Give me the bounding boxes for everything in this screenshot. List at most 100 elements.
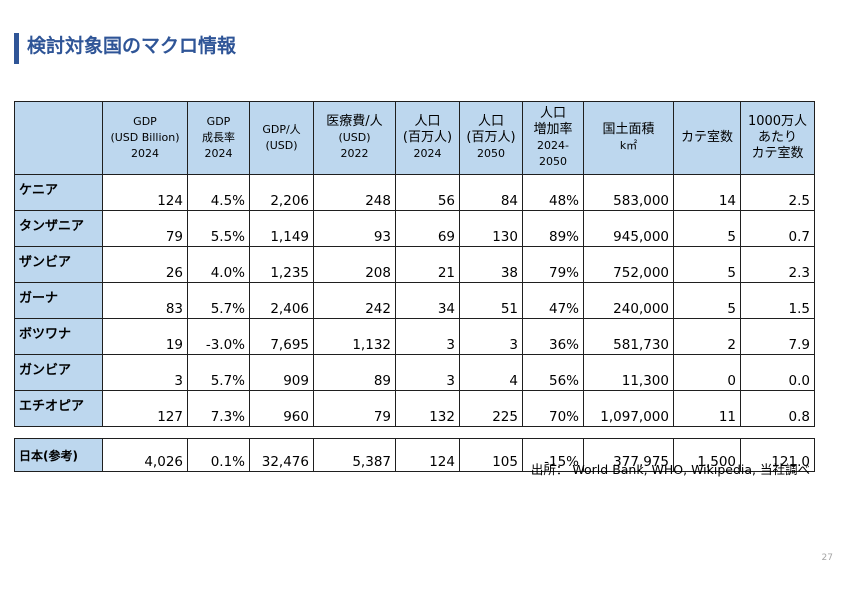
country-label: エチオピア [14, 390, 103, 427]
header-label-line: カテ室数 [751, 146, 804, 161]
table-cell: 132 [395, 390, 460, 427]
table-cell: 0 [673, 354, 741, 391]
header-label-line: 2022 [340, 147, 369, 160]
table-cell: -15% [522, 438, 584, 472]
table-cell: 5 [673, 282, 741, 319]
table-cell: 7.3% [187, 390, 250, 427]
table-cell: 1,149 [249, 210, 314, 247]
table-cell: 2,206 [249, 174, 314, 211]
country-label: ザンビア [14, 246, 103, 283]
header-label-line: 2024 [131, 147, 159, 160]
table-cell: 32,476 [249, 438, 314, 472]
table-cell: -3.0% [187, 318, 250, 355]
table-cell: 3 [102, 354, 188, 391]
header-label-line: (USD Billion) [110, 131, 180, 144]
table-cell: 2.3 [740, 246, 815, 283]
header-label-line: 2024 [204, 147, 233, 160]
table-cell: 0.7 [740, 210, 815, 247]
country-label: 日本(参考) [14, 438, 103, 472]
macro-info-table: GDP (USD Billion) 2024 GDP 成長率 2024 GDP/人 (USD)… [14, 101, 815, 472]
table-cell: 377,975 [583, 438, 674, 472]
header-cell: 医療費/人 (USD) 2022 [313, 101, 396, 175]
table-cell: 2,406 [249, 282, 314, 319]
header-label-line: 医療費/人 [326, 114, 383, 129]
spacer-cell [522, 426, 584, 439]
table-cell: 208 [313, 246, 396, 283]
table-row: ザンビア 26 4.0% 1,235 208 21 38 79% 752,000 5 2.3 [14, 246, 815, 283]
header-cell: 人口 (百万人) 2024 [395, 101, 460, 175]
table-cell: 89 [313, 354, 396, 391]
table-cell: 4.0% [187, 246, 250, 283]
table-cell: 11 [673, 390, 741, 427]
header-label-line: あたり [757, 130, 797, 145]
table-cell: 5 [673, 210, 741, 247]
header-label-line: k㎡ [619, 139, 638, 152]
table-cell: 225 [459, 390, 523, 427]
table-cell: 79% [522, 246, 584, 283]
header-cell: 人口 (百万人) 2050 [459, 101, 523, 175]
table-cell: 240,000 [583, 282, 674, 319]
header-cell: 国土面積 k㎡ [583, 101, 674, 175]
table-body: ケニア 124 4.5% 2,206 248 56 84 48% 583,000 14 2.5 タンザ… [14, 174, 815, 472]
table-header-row: GDP (USD Billion) 2024 GDP 成長率 2024 GDP/人 (USD)… [14, 101, 815, 175]
header-label-line: (USD) [338, 131, 371, 144]
table-cell: 3 [395, 318, 460, 355]
header-label-line: 人口 [477, 114, 504, 129]
spacer-cell [102, 426, 188, 439]
table-cell: 0.0 [740, 354, 815, 391]
country-label: ガーナ [14, 282, 103, 319]
table-cell: 79 [102, 210, 188, 247]
spacer-cell [187, 426, 250, 439]
header-label-line: (USD) [265, 139, 298, 152]
table-cell: 1,500 [673, 438, 741, 472]
header-cell: 1000万人 あたり カテ室数 [740, 101, 815, 175]
table-cell: 93 [313, 210, 396, 247]
table-cell: 581,730 [583, 318, 674, 355]
table-cell: 105 [459, 438, 523, 472]
header-cell: GDP 成長率 2024 [187, 101, 250, 175]
table-cell: 69 [395, 210, 460, 247]
table-cell: 5,387 [313, 438, 396, 472]
spacer-cell [14, 426, 103, 439]
table-cell: 909 [249, 354, 314, 391]
header-cell: GDP/人 (USD) [249, 101, 314, 175]
header-label-line: 増加率 [533, 122, 573, 137]
table-cell: 56% [522, 354, 584, 391]
table-cell: 960 [249, 390, 314, 427]
country-label: ケニア [14, 174, 103, 211]
header-label-line: GDP [206, 115, 231, 128]
table-cell: 1,235 [249, 246, 314, 283]
table-cell: 11,300 [583, 354, 674, 391]
table-row: タンザニア 79 5.5% 1,149 93 69 130 89% 945,000 5 0.7 [14, 210, 815, 247]
table-row: エチオピア 127 7.3% 960 79 132 225 70% 1,097,000 11 0.8 [14, 390, 815, 427]
table-cell: 752,000 [583, 246, 674, 283]
header-label-line: 2024- [537, 139, 569, 152]
table-cell: 47% [522, 282, 584, 319]
table-cell: 1,132 [313, 318, 396, 355]
table-cell: 38 [459, 246, 523, 283]
table-cell: 7.9 [740, 318, 815, 355]
table-cell: 1.5 [740, 282, 815, 319]
table-cell: 3 [395, 354, 460, 391]
table-cell: 36% [522, 318, 584, 355]
table-cell: 5.7% [187, 282, 250, 319]
table-cell: 84 [459, 174, 523, 211]
table-cell: 26 [102, 246, 188, 283]
table-spacer-row [14, 426, 815, 439]
table-cell: 14 [673, 174, 741, 211]
table-cell: 2.5 [740, 174, 815, 211]
table-cell: 48% [522, 174, 584, 211]
table-cell: 124 [102, 174, 188, 211]
header-label-line: 2050 [477, 147, 505, 160]
table-cell: 4.5% [187, 174, 250, 211]
page-number: 27 [821, 553, 833, 563]
table-cell: 1,097,000 [583, 390, 674, 427]
header-label-line: GDP [133, 115, 157, 128]
header-cell: 人口 増加率 2024- 2050 [522, 101, 584, 175]
table-cell: 34 [395, 282, 460, 319]
spacer-cell [249, 426, 314, 439]
table-cell: 4 [459, 354, 523, 391]
table-cell: 5.7% [187, 354, 250, 391]
title-accent-bar [14, 33, 19, 64]
